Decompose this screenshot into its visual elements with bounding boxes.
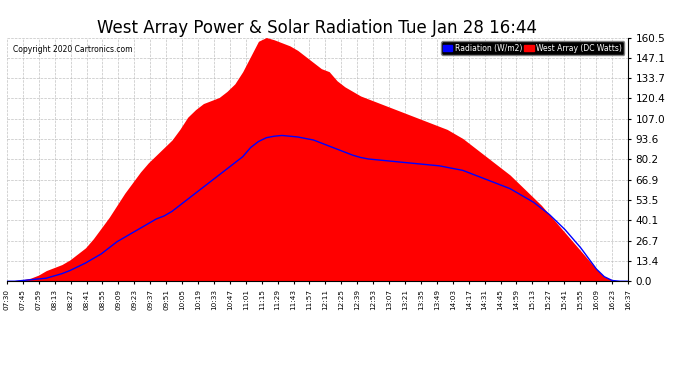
Text: Copyright 2020 Cartronics.com: Copyright 2020 Cartronics.com xyxy=(13,45,132,54)
Legend: Radiation (W/m2), West Array (DC Watts): Radiation (W/m2), West Array (DC Watts) xyxy=(441,41,624,55)
Title: West Array Power & Solar Radiation Tue Jan 28 16:44: West Array Power & Solar Radiation Tue J… xyxy=(97,20,538,38)
